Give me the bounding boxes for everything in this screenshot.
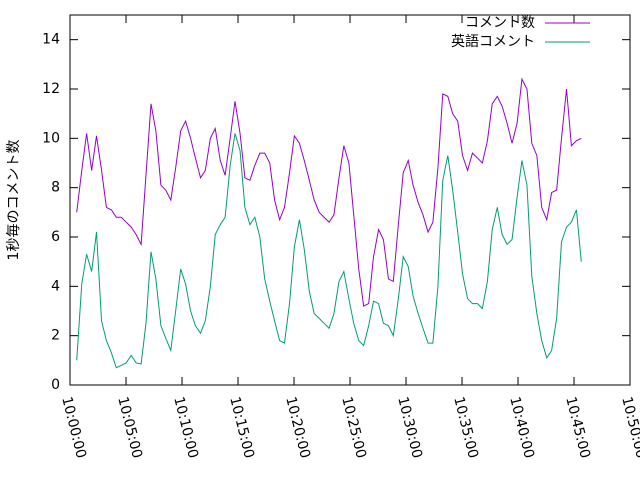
legend-label: 英語コメント xyxy=(451,33,535,50)
plot-border xyxy=(69,14,631,386)
x-tick-label: 10:45:00 xyxy=(562,395,593,460)
y-tick-label: 4 xyxy=(51,278,60,294)
y-tick-label: 0 xyxy=(51,377,60,393)
y-tick-label: 6 xyxy=(51,229,60,245)
x-tick-label: 10:50:00 xyxy=(618,395,640,460)
series-line xyxy=(76,133,582,369)
legend-label: コメント数 xyxy=(465,15,535,31)
y-tick-label: 2 xyxy=(51,328,60,344)
y-axis-label: 1秒毎のコメント数 xyxy=(6,140,22,261)
x-tick-label: 10:10:00 xyxy=(170,395,201,460)
x-tick-label: 10:30:00 xyxy=(394,395,425,460)
x-tick-label: 10:15:00 xyxy=(226,395,257,460)
y-tick-label: 8 xyxy=(51,180,60,196)
x-tick-label: 10:05:00 xyxy=(114,395,145,460)
series-line xyxy=(76,77,582,307)
y-tick-label: 12 xyxy=(42,81,60,97)
x-tick-label: 10:40:00 xyxy=(506,395,537,460)
x-tick-label: 10:25:00 xyxy=(338,395,369,460)
x-tick-label: 10:00:00 xyxy=(58,395,89,460)
x-tick-label: 10:35:00 xyxy=(450,395,481,460)
y-tick-label: 14 xyxy=(42,32,60,48)
y-tick-label: 10 xyxy=(42,130,60,146)
x-tick-label: 10:20:00 xyxy=(282,395,313,460)
